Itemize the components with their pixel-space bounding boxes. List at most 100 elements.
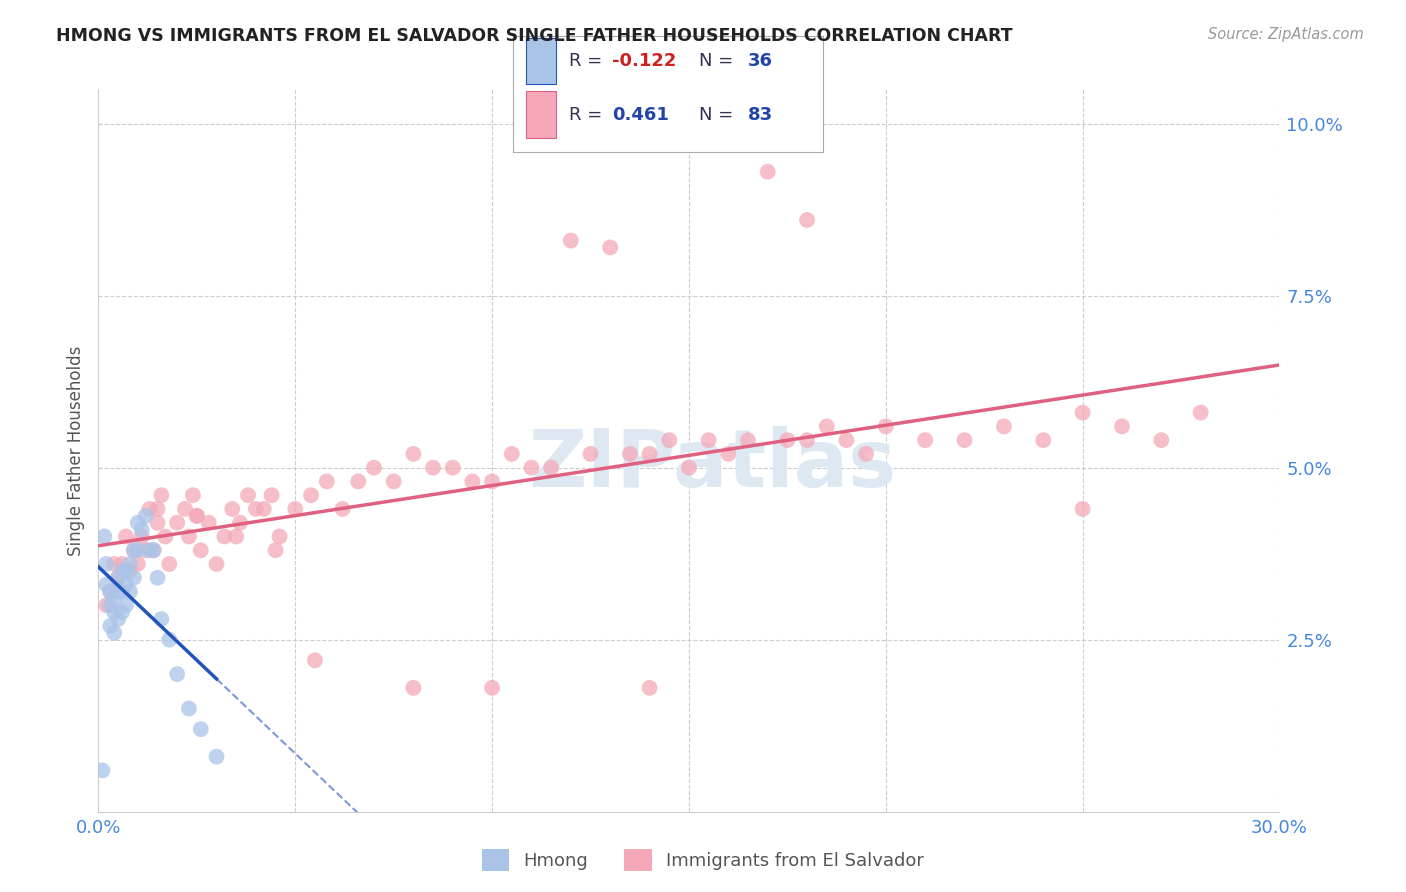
Point	[737, 433, 759, 447]
Point	[98, 619, 121, 633]
Point	[1150, 433, 1173, 447]
Point	[166, 516, 188, 530]
Point	[146, 502, 169, 516]
Point	[697, 433, 720, 447]
Point	[253, 502, 276, 516]
Point	[103, 625, 125, 640]
Point	[96, 557, 118, 571]
Point	[264, 543, 287, 558]
Point	[260, 488, 283, 502]
Point	[225, 529, 247, 543]
Point	[875, 419, 897, 434]
Point	[914, 433, 936, 447]
Point	[115, 577, 138, 591]
Point	[304, 653, 326, 667]
Text: HMONG VS IMMIGRANTS FROM EL SALVADOR SINGLE FATHER HOUSEHOLDS CORRELATION CHART: HMONG VS IMMIGRANTS FROM EL SALVADOR SIN…	[56, 27, 1012, 45]
Point	[540, 460, 562, 475]
Point	[118, 584, 141, 599]
Point	[796, 213, 818, 227]
Point	[157, 557, 180, 571]
Point	[146, 516, 169, 530]
Point	[118, 557, 141, 571]
Point	[111, 557, 134, 571]
Point	[619, 447, 641, 461]
Point	[127, 516, 149, 530]
FancyBboxPatch shape	[526, 91, 557, 137]
Point	[1032, 433, 1054, 447]
Point	[98, 584, 121, 599]
Point	[481, 681, 503, 695]
Point	[150, 488, 173, 502]
Point	[138, 543, 160, 558]
Point	[284, 502, 307, 516]
Point	[107, 571, 129, 585]
Point	[103, 557, 125, 571]
Point	[717, 447, 740, 461]
Point	[461, 475, 484, 489]
Point	[796, 433, 818, 447]
Point	[181, 488, 204, 502]
Point	[221, 502, 243, 516]
Point	[422, 460, 444, 475]
Point	[186, 508, 208, 523]
Point	[402, 447, 425, 461]
Text: ZIPatlas: ZIPatlas	[529, 425, 897, 504]
Point	[107, 612, 129, 626]
Legend: Hmong, Immigrants from El Salvador: Hmong, Immigrants from El Salvador	[475, 842, 931, 879]
Text: R =: R =	[569, 105, 607, 123]
Point	[1111, 419, 1133, 434]
Point	[205, 557, 228, 571]
Point	[135, 508, 157, 523]
Point	[1189, 406, 1212, 420]
Point	[599, 240, 621, 254]
Point	[111, 605, 134, 619]
Point	[115, 599, 138, 613]
Text: 36: 36	[748, 53, 773, 70]
Point	[501, 447, 523, 461]
Point	[96, 599, 118, 613]
Point	[111, 584, 134, 599]
Point	[347, 475, 370, 489]
Point	[118, 564, 141, 578]
Point	[269, 529, 291, 543]
Point	[638, 447, 661, 461]
Point	[127, 543, 149, 558]
Point	[1071, 406, 1094, 420]
Text: R =: R =	[569, 53, 607, 70]
Point	[146, 571, 169, 585]
Point	[115, 564, 138, 578]
Point	[205, 749, 228, 764]
Point	[122, 543, 145, 558]
Point	[131, 523, 153, 537]
Point	[441, 460, 464, 475]
Point	[135, 543, 157, 558]
Point	[98, 584, 121, 599]
Point	[93, 529, 115, 543]
Text: -0.122: -0.122	[612, 53, 676, 70]
Point	[174, 502, 197, 516]
Point	[131, 529, 153, 543]
Point	[190, 543, 212, 558]
Point	[186, 508, 208, 523]
Point	[138, 502, 160, 516]
Point	[127, 557, 149, 571]
Text: N =: N =	[699, 53, 738, 70]
Point	[229, 516, 252, 530]
Point	[756, 165, 779, 179]
Point	[245, 502, 267, 516]
Point	[155, 529, 177, 543]
Point	[115, 529, 138, 543]
Point	[855, 447, 877, 461]
FancyBboxPatch shape	[526, 38, 557, 85]
Point	[166, 667, 188, 681]
Point	[177, 529, 200, 543]
Point	[103, 605, 125, 619]
Point	[111, 564, 134, 578]
Point	[91, 764, 114, 778]
Text: 83: 83	[748, 105, 773, 123]
Point	[382, 475, 405, 489]
Point	[122, 543, 145, 558]
Point	[993, 419, 1015, 434]
Point	[402, 681, 425, 695]
Point	[96, 577, 118, 591]
